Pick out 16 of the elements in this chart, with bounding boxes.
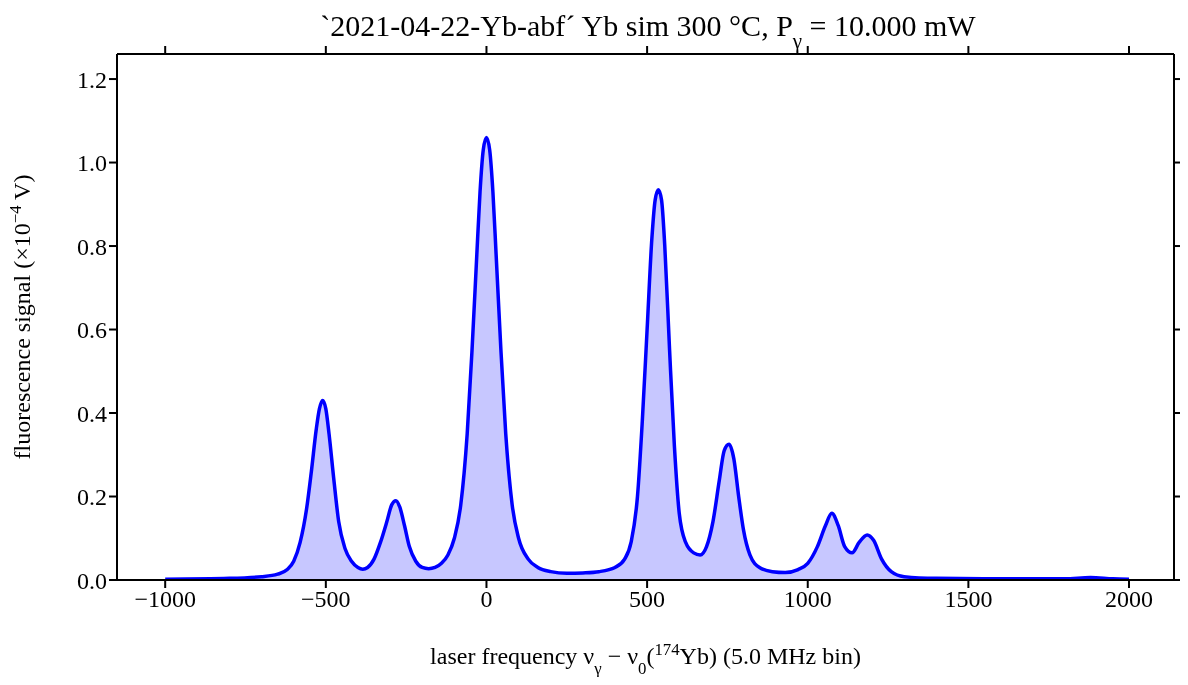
chart-title: `2021-04-22-Yb-abf´ Yb sim 300 °C, P$_{γ}$ = 10.000 mW [320,9,977,53]
y-tick-label: 1.2 [77,66,107,93]
y-tick-label: 0.6 [77,317,107,344]
y-tick-label: 0.2 [77,484,107,511]
x-tick-label: 2000 [1105,586,1154,613]
y-tick-label: 0.8 [77,233,107,260]
x-axis-title: laser frequency ν$_{γ}$ − ν$_{0}$($^{174}$Yb) (5.0 MHz bin) [430,639,861,678]
x-tick-label: 1500 [944,586,993,613]
x-tick-label: 1000 [783,586,832,613]
x-tick-label: −500 [301,586,351,613]
y-tick-label: 0.0 [77,567,107,594]
x-tick-label: 500 [629,586,666,613]
y-tick-label: 1.0 [77,150,107,177]
x-tick-label: 0 [480,586,493,613]
y-tick-label: 0.4 [77,400,107,427]
x-tick-label: −1000 [134,586,196,613]
